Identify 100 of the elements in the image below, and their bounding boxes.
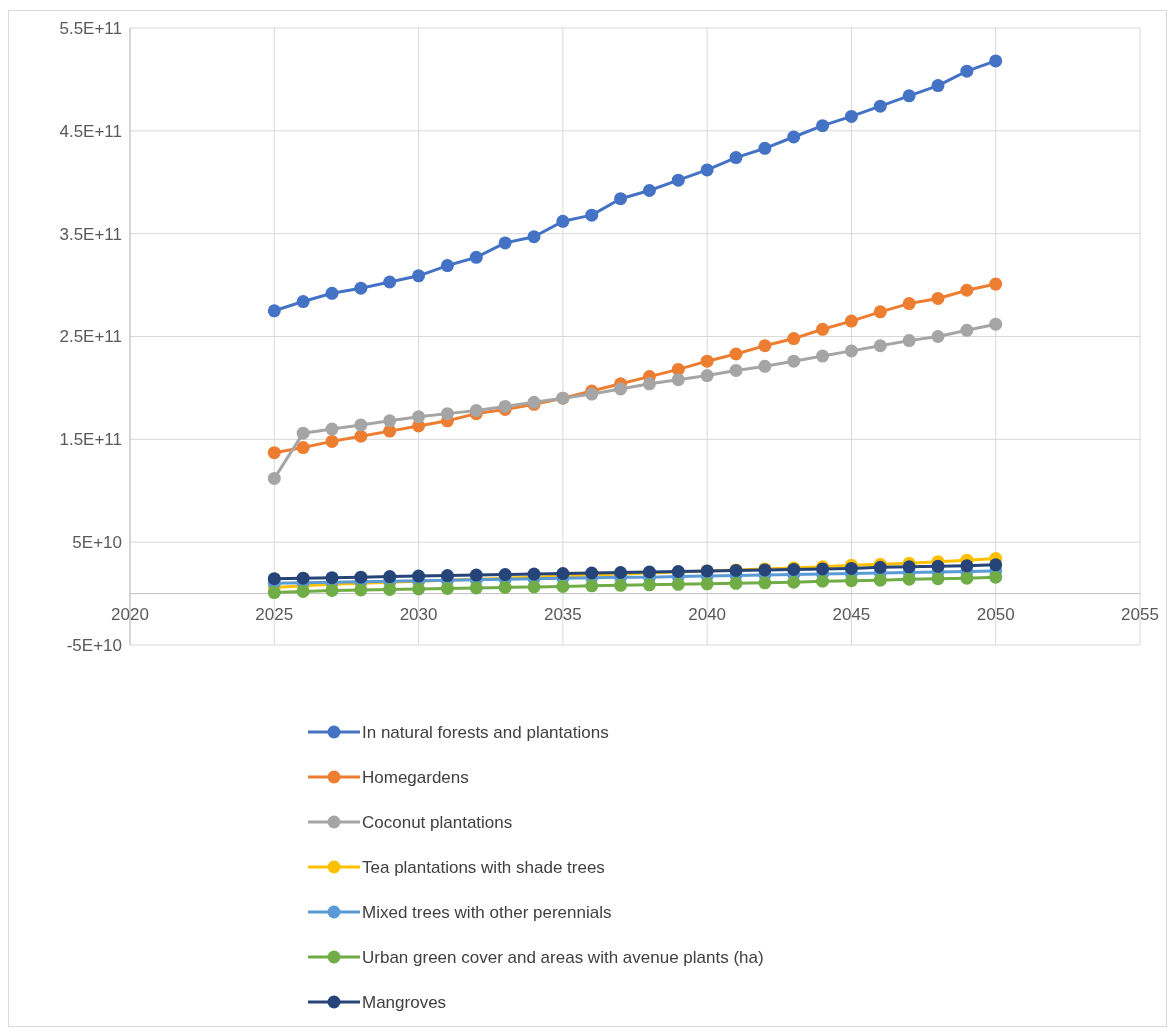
- point: [844, 109, 858, 123]
- point: [902, 572, 916, 586]
- point: [902, 334, 916, 348]
- x-tick-label: 2030: [399, 604, 438, 624]
- point: [354, 281, 368, 295]
- point: [354, 418, 368, 432]
- point: [816, 574, 830, 588]
- point: [902, 89, 916, 103]
- x-tick-label: 2020: [111, 604, 149, 624]
- point: [440, 407, 454, 421]
- point: [614, 382, 628, 396]
- legend-label: Mangroves: [362, 992, 447, 1012]
- point: [383, 582, 397, 596]
- point: [700, 354, 714, 368]
- point: [931, 572, 945, 586]
- point: [902, 297, 916, 311]
- point: [931, 79, 945, 93]
- point: [440, 259, 454, 273]
- point: [614, 192, 628, 206]
- point: [383, 275, 397, 289]
- y-tick-label: 1.5E+11: [59, 430, 122, 450]
- point: [296, 441, 310, 455]
- point: [931, 330, 945, 343]
- point: [296, 585, 310, 599]
- point: [354, 429, 368, 443]
- point: [440, 581, 454, 595]
- point: [700, 163, 714, 177]
- point: [585, 208, 599, 222]
- point: [325, 571, 339, 585]
- point: [671, 173, 685, 187]
- point: [440, 569, 454, 583]
- point: [700, 369, 714, 383]
- y-tick-label: -5E+10: [66, 635, 122, 655]
- point: [325, 422, 339, 436]
- point: [844, 314, 858, 328]
- point: [325, 286, 339, 300]
- point: [325, 434, 339, 448]
- point: [931, 559, 945, 573]
- point: [412, 569, 426, 583]
- point: [642, 183, 656, 197]
- point: [498, 236, 512, 250]
- legend-label: Homegardens: [362, 767, 469, 787]
- y-tick-label: 5.5E+11: [59, 18, 122, 38]
- x-tick-label: 2035: [543, 604, 582, 624]
- point: [758, 141, 772, 155]
- point: [787, 332, 801, 346]
- point: [729, 363, 743, 377]
- point: [412, 269, 426, 283]
- point: [296, 426, 310, 440]
- point: [729, 576, 743, 590]
- x-tick-label: 2055: [1121, 604, 1159, 624]
- point: [989, 277, 1003, 291]
- point: [873, 573, 887, 587]
- point: [960, 283, 974, 297]
- point: [989, 570, 1003, 584]
- point: [816, 322, 830, 336]
- point: [469, 581, 483, 595]
- point: [296, 295, 310, 309]
- point: [354, 583, 368, 597]
- point: [873, 305, 887, 319]
- point: [556, 214, 570, 228]
- point: [412, 410, 426, 424]
- legend-label: Mixed trees with other perennials: [362, 902, 612, 922]
- point: [989, 317, 1003, 331]
- point: [267, 304, 281, 318]
- y-tick-label: 3.5E+11: [59, 224, 122, 244]
- point: [614, 578, 628, 592]
- point: [787, 575, 801, 589]
- point: [931, 291, 945, 305]
- point: [383, 414, 397, 428]
- point: [527, 230, 541, 244]
- point: [325, 584, 339, 597]
- point: [873, 339, 887, 353]
- point: [267, 471, 281, 485]
- point: [960, 559, 974, 573]
- point: [498, 399, 512, 413]
- y-tick-label: 5E+10: [72, 533, 122, 553]
- point: [267, 586, 281, 600]
- point: [758, 339, 772, 353]
- point: [498, 580, 512, 594]
- point: [671, 577, 685, 591]
- point: [816, 349, 830, 363]
- legend-label: Tea plantations with shade trees: [362, 857, 605, 877]
- point: [758, 576, 772, 590]
- point: [556, 579, 570, 593]
- legend-label: Urban green cover and areas with avenue plants (ha): [362, 947, 764, 967]
- y-tick-label: 2.5E+11: [59, 327, 122, 347]
- legend-label: Coconut plantations: [362, 812, 513, 832]
- legend-label: In natural forests and plantations: [362, 722, 609, 742]
- point: [902, 560, 916, 574]
- point: [816, 119, 830, 133]
- point: [960, 571, 974, 585]
- point: [469, 250, 483, 264]
- point: [642, 578, 656, 592]
- point: [960, 323, 974, 337]
- point: [296, 571, 310, 585]
- x-tick-label: 2040: [688, 604, 727, 624]
- point: [267, 446, 281, 460]
- point: [729, 151, 743, 165]
- point: [700, 577, 714, 591]
